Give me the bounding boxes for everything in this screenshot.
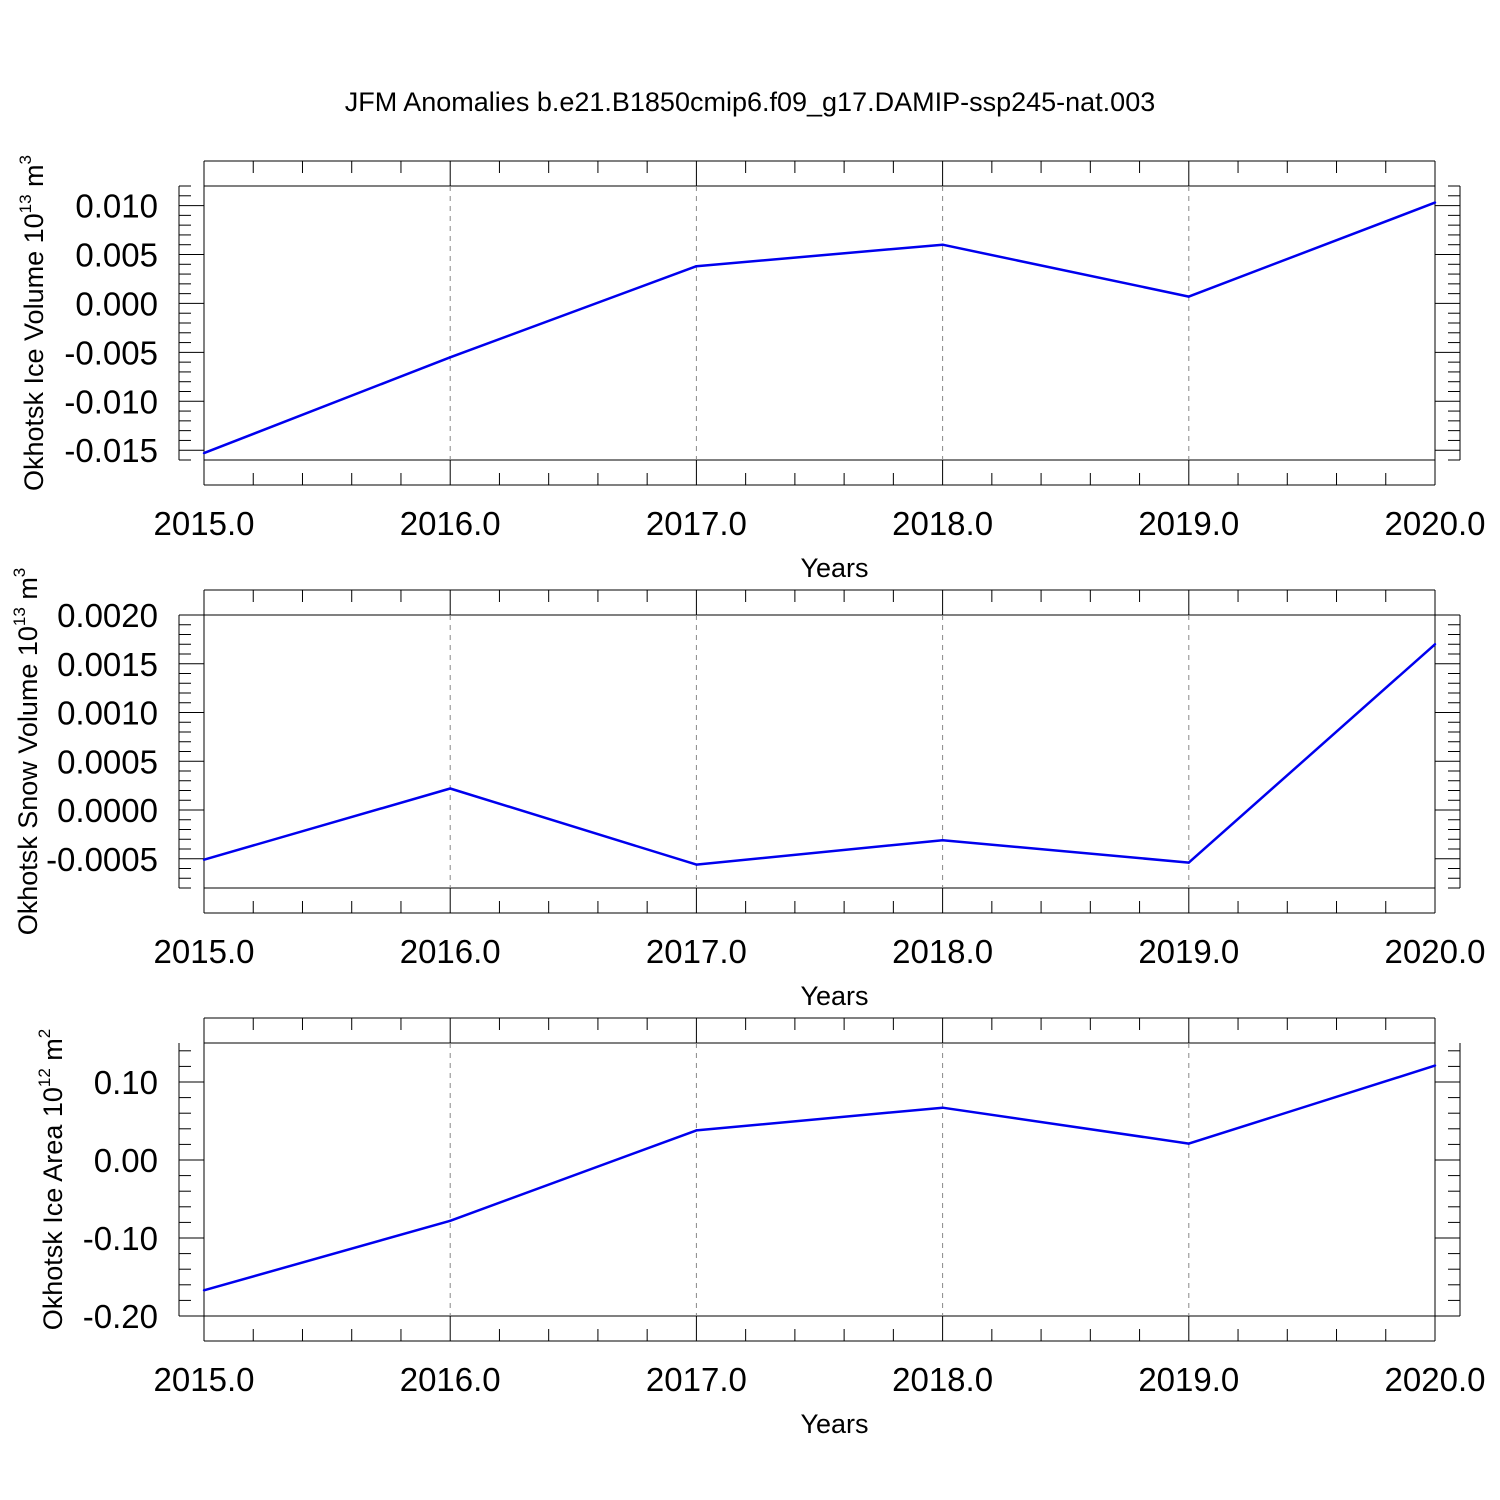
- chart-title: JFM Anomalies b.e21.B1850cmip6.f09_g17.D…: [345, 87, 1155, 117]
- data-point: [1433, 1064, 1437, 1067]
- x-tick-label: 2017.0: [646, 1361, 747, 1398]
- plot-frame: [203, 614, 1436, 889]
- x-tick-label: 2020.0: [1385, 1361, 1486, 1398]
- data-point: [202, 1289, 206, 1292]
- data-point: [941, 839, 944, 842]
- x-axis-label: Years: [800, 981, 868, 1011]
- y-axis-label-part: m: [13, 577, 43, 607]
- data-point: [941, 243, 944, 246]
- y-axis-label-superscript: 13: [16, 194, 35, 213]
- y-tick-label: -0.010: [64, 383, 158, 420]
- y-axis-label-part: Okhotsk Ice Volume 10: [19, 213, 49, 491]
- x-tick-label: 2017.0: [646, 505, 747, 542]
- data-point: [449, 787, 452, 790]
- y-tick-label: 0.000: [75, 285, 158, 322]
- y-tick-label: 0.010: [75, 188, 158, 225]
- data-point: [1187, 1142, 1191, 1145]
- y-axis-label-part: Okhotsk Snow Volume 10: [13, 626, 43, 935]
- x-tick-label: 2018.0: [892, 1361, 993, 1398]
- series-line: [203, 1064, 1436, 1292]
- y-axis-label-superscript: 3: [16, 155, 35, 164]
- data-point: [202, 451, 206, 455]
- x-tick-label: 2015.0: [154, 505, 255, 542]
- y-tick-label: 0.0005: [57, 743, 158, 780]
- data-point: [449, 1219, 452, 1223]
- data-point: [1433, 201, 1437, 204]
- data-point: [695, 1129, 698, 1132]
- y-tick-label: 0.005: [75, 237, 158, 274]
- data-point: [941, 1106, 944, 1109]
- y-axis-label-part: m: [19, 164, 49, 194]
- y-axis-label: Okhotsk Snow Volume 1013 m3: [10, 568, 43, 936]
- y-tick-label: 0.0020: [57, 597, 158, 634]
- data-point: [449, 356, 452, 359]
- x-axis-label: Years: [800, 553, 868, 583]
- x-tick-label: 2019.0: [1138, 933, 1239, 970]
- y-tick-label: 0.0010: [57, 695, 158, 732]
- y-tick-label: 0.0000: [57, 792, 158, 829]
- data-point: [202, 858, 206, 861]
- y-tick-label: 0.0015: [57, 646, 158, 683]
- y-tick-label: -0.015: [64, 432, 158, 469]
- data-point: [1187, 861, 1191, 864]
- data-point: [695, 863, 698, 866]
- x-tick-label: 2020.0: [1385, 933, 1486, 970]
- y-tick-label: -0.10: [83, 1220, 158, 1257]
- panel-1: 2015.0 2016.0 2017.0 2018.0 2019.0 2020.0 -0.0…: [16, 155, 1485, 583]
- plot-frame: [203, 1042, 1436, 1317]
- y-tick-label: 0.00: [94, 1142, 158, 1179]
- data-point: [695, 265, 698, 268]
- x-tick-label: 2019.0: [1138, 505, 1239, 542]
- y-axis-label-superscript: 13: [10, 607, 29, 626]
- series-line: [203, 201, 1436, 455]
- x-tick-label: 2015.0: [154, 1361, 255, 1398]
- chart-panels: 2015.0 2016.0 2017.0 2018.0 2019.0 2020.0 -0.0…: [10, 155, 1485, 1439]
- plot-frame: [203, 185, 1436, 461]
- x-tick-label: 2017.0: [646, 933, 747, 970]
- x-tick-label: 2018.0: [892, 933, 993, 970]
- x-tick-label: 2015.0: [154, 933, 255, 970]
- x-tick-label: 2019.0: [1138, 1361, 1239, 1398]
- x-tick-label: 2018.0: [892, 505, 993, 542]
- series-line: [203, 643, 1436, 866]
- y-tick-label: 0.10: [94, 1064, 158, 1101]
- y-axis-label-superscript: 2: [35, 1029, 54, 1038]
- panel-2: 2015.0 2016.0 2017.0 2018.0 2019.0 2020.0 -0.0…: [10, 568, 1485, 1011]
- panel-3: 2015.0 2016.0 2017.0 2018.0 2019.0 2020.0 -0.2…: [35, 1017, 1486, 1439]
- y-axis-label-superscript: 12: [35, 1068, 54, 1087]
- y-axis-label-part: m: [38, 1038, 68, 1068]
- data-point: [1433, 643, 1437, 646]
- y-axis-label: Okhotsk Ice Area 1012 m2: [35, 1029, 68, 1331]
- x-tick-label: 2016.0: [400, 505, 501, 542]
- x-axis-label: Years: [800, 1409, 868, 1439]
- x-tick-label: 2016.0: [400, 1361, 501, 1398]
- data-point: [1187, 295, 1191, 298]
- y-tick-label: -0.20: [83, 1298, 158, 1335]
- y-axis-label-superscript: 3: [10, 568, 29, 577]
- y-tick-label: -0.005: [64, 334, 158, 371]
- x-tick-label: 2020.0: [1385, 505, 1486, 542]
- y-axis-label: Okhotsk Ice Volume 1013 m3: [16, 155, 49, 491]
- y-axis-label-part: Okhotsk Ice Area 10: [38, 1087, 68, 1330]
- y-tick-label: -0.0005: [46, 841, 158, 878]
- x-tick-label: 2016.0: [400, 933, 501, 970]
